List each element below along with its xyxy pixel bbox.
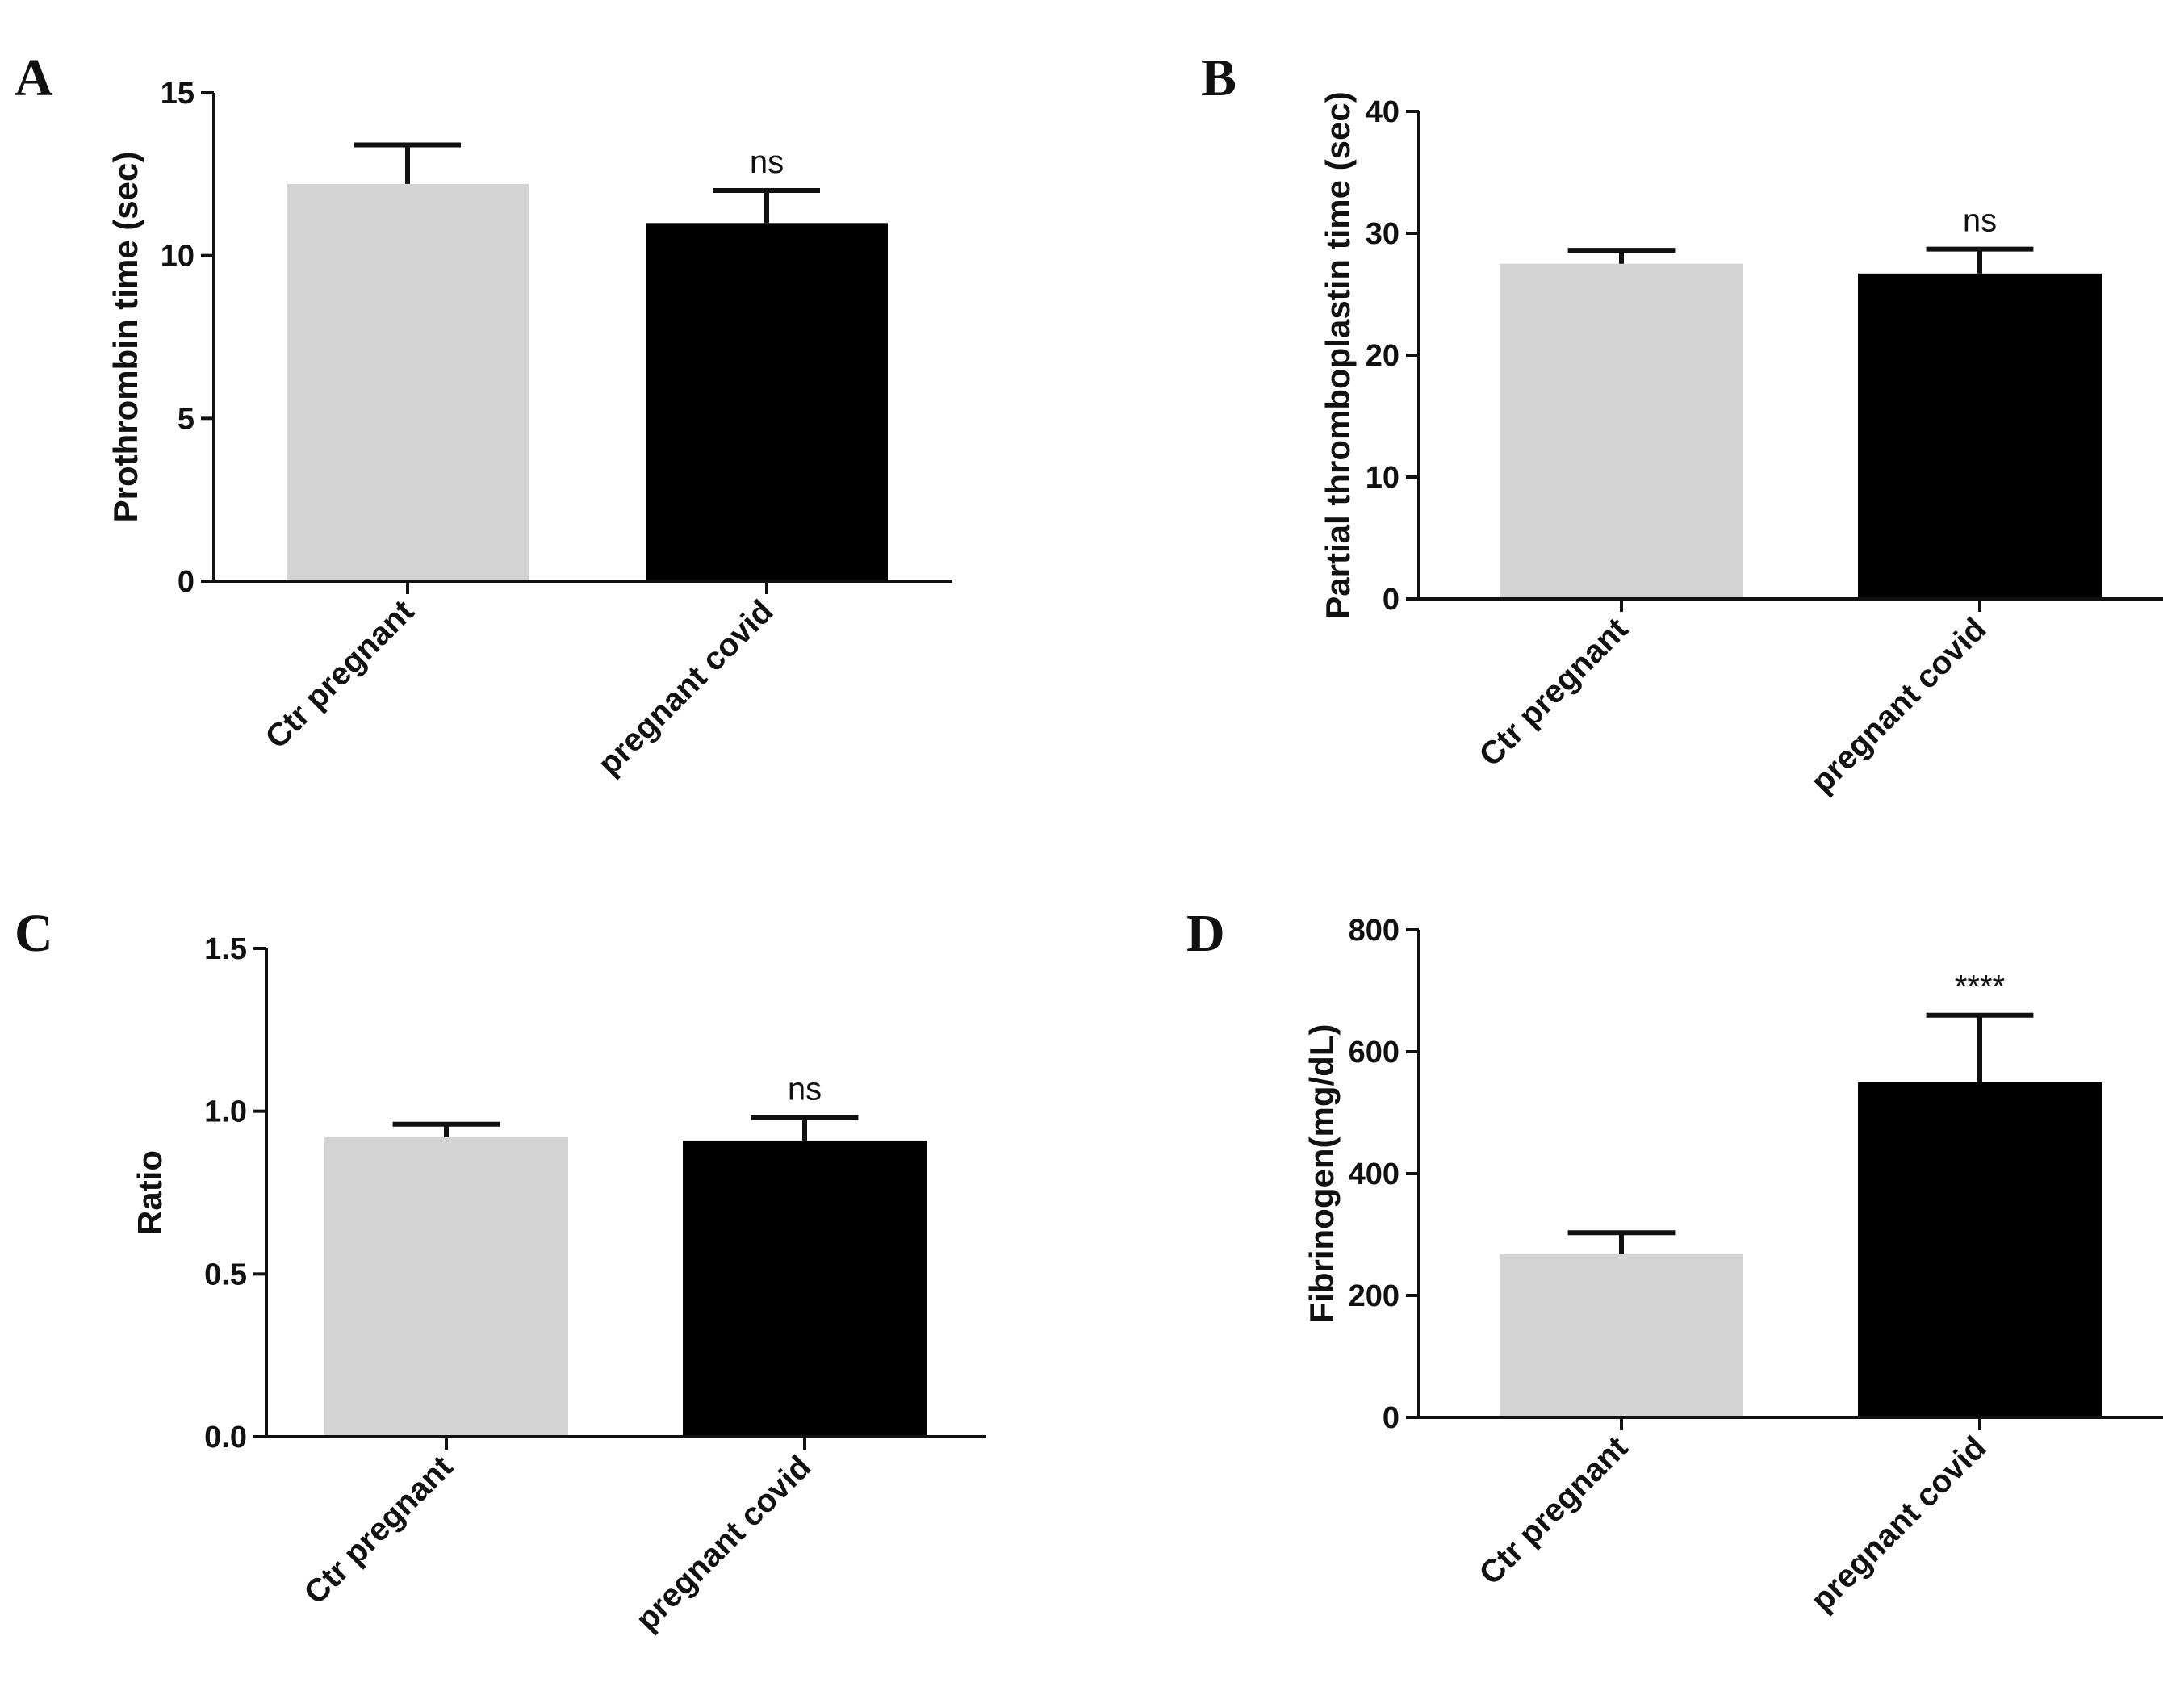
panel-label: A xyxy=(15,48,53,107)
y-tick-label: 200 xyxy=(1349,1279,1400,1313)
y-tick-label: 40 xyxy=(1366,95,1400,129)
bar-1 xyxy=(287,183,529,581)
y-tick-label: 5 xyxy=(178,402,195,436)
bar-2 xyxy=(646,223,888,581)
y-tick-label: 0.0 xyxy=(204,1421,247,1455)
x-tick-label: Ctr pregnant xyxy=(1473,611,1635,773)
y-tick-label: 15 xyxy=(161,77,195,111)
y-axis-title: Ratio xyxy=(131,1150,169,1235)
y-tick-label: 1.0 xyxy=(204,1095,247,1129)
y-tick-label: 1.5 xyxy=(204,932,247,966)
bar-1 xyxy=(1500,1254,1743,1417)
x-tick-label: pregnant covid xyxy=(630,1449,818,1638)
significance-label: ns xyxy=(1963,203,1997,239)
panel-a: A Ctr pregnant ns pregnant covid 0 5 10 15 Proth… xyxy=(15,48,952,782)
x-tick-label: pregnant covid xyxy=(592,593,780,782)
y-axis-title: Partial thromboplastin time (sec) xyxy=(1319,91,1357,618)
y-tick-label: 0 xyxy=(178,565,195,599)
y-axis-title: Prothrombin time (sec) xyxy=(107,152,144,523)
y-tick-label: 800 xyxy=(1349,914,1400,948)
significance-label: **** xyxy=(1955,969,2005,1005)
bar-2 xyxy=(1858,273,2102,599)
significance-label: ns xyxy=(788,1072,822,1107)
x-tick-label: Ctr pregnant xyxy=(1473,1429,1635,1592)
y-tick-label: 0 xyxy=(1383,1401,1400,1435)
x-tick-label: pregnant covid xyxy=(1805,611,1994,800)
y-tick-label: 0 xyxy=(1383,583,1400,617)
bar-1 xyxy=(324,1136,568,1437)
y-tick-label: 0.5 xyxy=(204,1258,247,1291)
x-tick-label: Ctr pregnant xyxy=(259,593,421,756)
bar-1 xyxy=(1500,263,1743,599)
panel-label: B xyxy=(1201,48,1236,107)
y-tick-label: 30 xyxy=(1366,217,1400,251)
x-tick-label: Ctr pregnant xyxy=(298,1449,460,1611)
significance-label: ns xyxy=(750,144,784,180)
panel-label: D xyxy=(1186,904,1225,963)
panel-c: C Ctr pregnant ns pregnant covid 0.0 0.5 1.0 1.… xyxy=(15,904,986,1638)
panel-d: D Ctr pregnant **** pregnant covid 0 200 400 60… xyxy=(1186,904,2163,1618)
panel-b: B Ctr pregnant ns pregnant covid 0 10 20 30 40 Pa… xyxy=(1201,48,2163,800)
bar-2 xyxy=(1858,1082,2102,1417)
y-tick-label: 600 xyxy=(1349,1036,1400,1069)
y-axis-title: Fibrinogen(mg/dL) xyxy=(1303,1024,1341,1324)
y-tick-label: 20 xyxy=(1366,339,1400,373)
y-tick-label: 400 xyxy=(1349,1157,1400,1191)
panel-label: C xyxy=(15,904,53,963)
bar-2 xyxy=(683,1140,927,1437)
y-tick-label: 10 xyxy=(161,240,195,274)
y-tick-label: 10 xyxy=(1366,461,1400,495)
x-tick-label: pregnant covid xyxy=(1805,1429,1994,1618)
